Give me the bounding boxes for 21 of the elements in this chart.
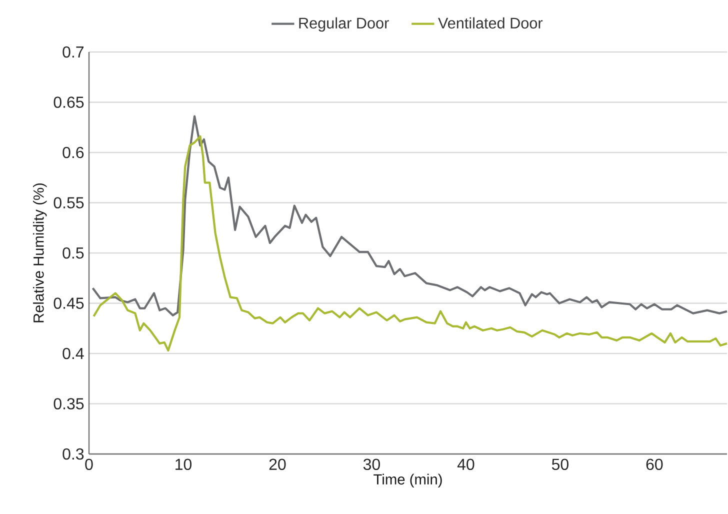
y-axis-title: Relative Humidity (%)	[33, 183, 47, 322]
x-axis-title: Time (min)	[374, 474, 442, 488]
y-tick-label: 0.4	[62, 348, 84, 360]
line-series	[92, 115, 728, 316]
x-tick-label: 30	[363, 458, 380, 470]
x-tick-label: 50	[552, 458, 568, 470]
legend-label: Regular Door	[299, 17, 389, 32]
x-tick-label: 60	[646, 458, 663, 470]
x-tick-label: 20	[269, 458, 286, 470]
y-tick-label: 0.65	[54, 96, 84, 108]
y-tick-label: 0.55	[54, 197, 84, 208]
y-tick-label: 0.5	[62, 247, 84, 259]
legend-label: Ventilated Door	[438, 17, 543, 29]
x-tick-label: 10	[176, 458, 192, 470]
y-tick-label: 0.35	[54, 398, 84, 410]
x-tick-label: 40	[457, 458, 474, 470]
y-tick-label: 0.6	[62, 146, 84, 158]
x-tick-label: 0	[85, 458, 93, 470]
y-tick-label: 0.45	[54, 298, 84, 309]
y-tick-label: 0.3	[62, 448, 84, 460]
y-tick-label: 0.7	[62, 46, 84, 58]
